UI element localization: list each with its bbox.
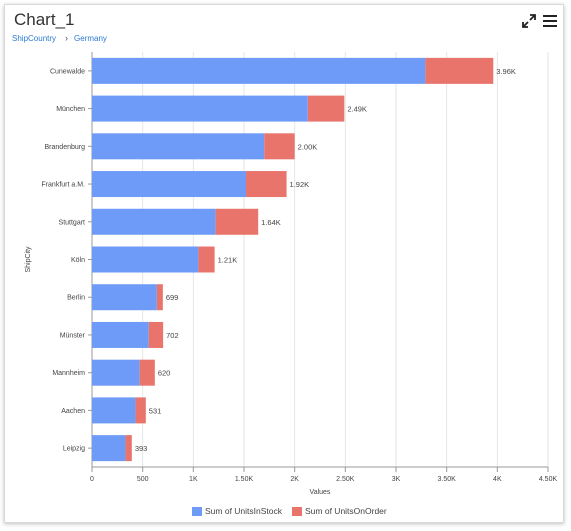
legend-swatch-order <box>292 506 303 516</box>
chart-legend: Sum of UnitsInStock Sum of UnitsOnOrder <box>192 506 397 516</box>
y-tick-label: Aachen <box>61 408 85 415</box>
chevron-right-icon: › <box>65 33 69 43</box>
bar-units-in-stock <box>92 284 157 311</box>
y-tick-label: München <box>56 106 85 113</box>
bar-units-in-stock <box>92 321 149 348</box>
y-tick-label: Münster <box>60 332 86 339</box>
breadcrumb-item-germany[interactable]: Germany <box>74 33 107 43</box>
data-label: 1.92K <box>290 180 310 189</box>
legend-label-stock: Sum of UnitsInStock <box>205 506 283 516</box>
bar-units-in-stock <box>92 95 308 122</box>
bar-units-in-stock <box>92 359 140 386</box>
x-tick-label: 2.50K <box>336 476 355 483</box>
bar-units-on-order <box>139 359 155 386</box>
y-tick-label: Berlin <box>67 295 85 302</box>
data-label: 2.49K <box>347 105 367 114</box>
y-tick-label: Köln <box>71 257 85 264</box>
breadcrumb-item-shipcountry[interactable]: ShipCountry <box>12 33 57 43</box>
bar-units-on-order <box>215 208 259 235</box>
bar-units-on-order <box>198 246 215 273</box>
x-tick-label: 3K <box>392 476 401 483</box>
legend-item-units-on-order[interactable]: Sum of UnitsOnOrder <box>292 506 387 516</box>
data-label: 699 <box>166 293 179 302</box>
bar-units-in-stock <box>92 171 247 198</box>
expand-icon[interactable] <box>522 14 536 28</box>
x-tick-label: 3.50K <box>438 476 457 483</box>
bar-units-in-stock <box>92 57 426 84</box>
legend-label-order: Sum of UnitsOnOrder <box>305 506 387 516</box>
bar-units-on-order <box>425 57 494 84</box>
data-label: 620 <box>158 369 171 378</box>
bar-units-on-order <box>307 95 345 122</box>
data-label: 531 <box>149 406 162 415</box>
x-tick-label: 0 <box>90 476 94 483</box>
bar-units-in-stock <box>92 133 265 160</box>
x-tick-label: 4K <box>493 476 502 483</box>
y-axis-title: ShipCity <box>25 246 32 273</box>
data-label: 1.64K <box>261 218 281 227</box>
y-tick-label: Cunewalde <box>50 68 85 75</box>
data-label: 2.00K <box>298 142 318 151</box>
bar-units-on-order <box>125 435 132 462</box>
bar-units-on-order <box>135 397 146 424</box>
bar-units-on-order <box>156 284 163 311</box>
legend-item-units-in-stock[interactable]: Sum of UnitsInStock <box>192 506 282 516</box>
bar-units-in-stock <box>92 208 216 235</box>
y-tick-label: Leipzig <box>63 446 85 453</box>
data-label: 393 <box>135 444 148 453</box>
x-tick-label: 500 <box>137 476 149 483</box>
bar-units-in-stock <box>92 246 199 273</box>
bar-units-on-order <box>148 321 164 348</box>
chart-title: Chart_1 <box>14 10 75 29</box>
bar-units-in-stock <box>92 435 126 462</box>
y-tick-label: Stuttgart <box>59 219 86 226</box>
x-tick-label: 4.50K <box>539 476 558 483</box>
hamburger-menu-icon[interactable] <box>543 14 557 28</box>
bar-units-on-order <box>246 171 287 198</box>
data-label: 702 <box>166 331 179 340</box>
y-tick-label: Mannheim <box>52 370 85 377</box>
y-tick-label: Brandenburg <box>45 144 86 151</box>
legend-swatch-stock <box>192 506 202 516</box>
x-tick-label: 2K <box>290 476 299 483</box>
data-label: 1.21K <box>218 256 238 265</box>
bar-units-on-order <box>264 133 295 160</box>
y-tick-label: Frankfurt a.M. <box>41 182 85 189</box>
bar-units-in-stock <box>92 397 136 424</box>
x-axis-title: Values <box>310 489 331 496</box>
breadcrumb: ShipCountry › Germany <box>12 33 107 43</box>
x-tick-label: 1K <box>189 476 198 483</box>
data-label: 3.96K <box>496 67 516 76</box>
x-tick-label: 1.50K <box>235 476 254 483</box>
